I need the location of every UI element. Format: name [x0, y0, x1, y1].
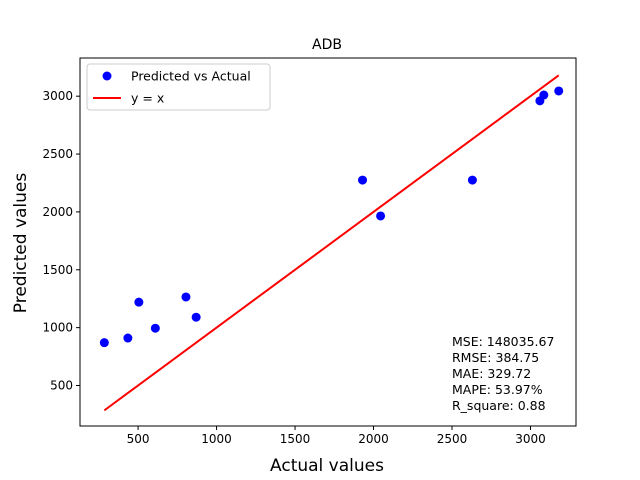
scatter-point	[181, 292, 191, 302]
x-tick-label: 1000	[201, 432, 232, 446]
y-tick-label: 2000	[42, 205, 73, 219]
chart-title: ADB	[312, 37, 342, 53]
x-tick-label: 1500	[280, 432, 311, 446]
legend-box	[86, 63, 271, 111]
y-tick-label: 1000	[42, 321, 73, 335]
stat-mape: MAPE: 53.97%	[452, 382, 543, 397]
legend: Predicted vs Actual y = x	[86, 63, 271, 111]
axes-frame	[79, 57, 577, 427]
x-tick-label: 500	[127, 432, 150, 446]
scatter-point	[376, 211, 386, 221]
y-tick-label: 500	[50, 378, 73, 392]
stats-annotation: MSE: 148035.67 RMSE: 384.75 MAE: 329.72 …	[452, 334, 554, 413]
plot-area: 500 1000 1500 2000 2500 3000 500 1000 1500 2000 25…	[42, 57, 577, 446]
y-tick-label: 2500	[42, 147, 73, 161]
scatter-point	[539, 90, 549, 100]
legend-entry-line: y = x	[131, 91, 164, 106]
y-axis-title: Predicted values	[11, 173, 31, 314]
scatter-point	[99, 338, 109, 348]
stat-r-square: R_square: 0.88	[452, 398, 546, 413]
reference-line-y-equals-x	[103, 74, 560, 412]
x-tick-label: 2500	[437, 432, 468, 446]
x-axis-title: Actual values	[270, 456, 384, 476]
x-tick-label: 3000	[515, 432, 546, 446]
scatter-point	[467, 175, 477, 185]
scatter-point	[150, 323, 160, 333]
scatter-point	[191, 312, 201, 322]
legend-entry-scatter: Predicted vs Actual	[131, 69, 251, 84]
scatter-point	[554, 86, 564, 96]
scatter-point	[123, 333, 133, 343]
stat-rmse: RMSE: 384.75	[452, 350, 539, 365]
stat-mae: MAE: 329.72	[452, 366, 531, 381]
y-tick-label: 3000	[42, 89, 73, 103]
y-tick-label: 1500	[42, 263, 73, 277]
legend-scatter-marker	[102, 71, 112, 81]
scatter-point	[134, 297, 144, 307]
x-tick-label: 2000	[358, 432, 389, 446]
stat-mse: MSE: 148035.67	[452, 334, 554, 349]
scatter-point	[358, 175, 368, 185]
